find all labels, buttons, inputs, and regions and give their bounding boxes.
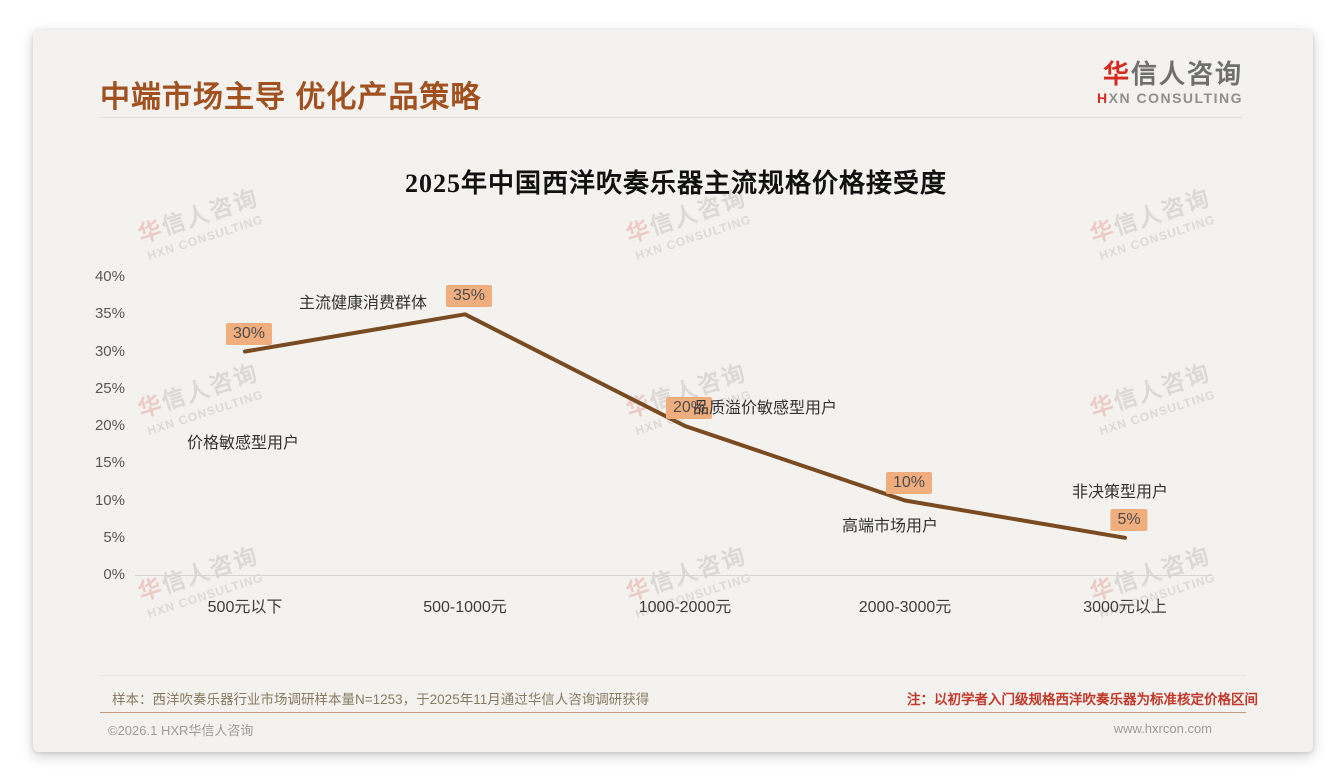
copyright-text: ©2026.1 HXR华信人咨询 [108,723,254,738]
y-tick-label: 40% [94,268,125,285]
chart-annotation: 非决策型用户 [1071,484,1169,501]
chart-annotation: 品质溢价敏感型用户 [692,400,838,417]
logo-english-text: HXN CONSULTING [1097,89,1243,106]
y-tick-label: 30% [94,342,125,360]
y-tick-label: 0% [103,566,125,583]
price-basis-note: 注：以初学者入门级规格西洋吹奏乐器为标准核定价格区间 [907,692,1258,707]
logo-en-rest: XN CONSULTING [1108,89,1243,106]
y-tick-label: 5% [103,528,125,546]
x-category-label: 2000-3000元 [858,599,952,616]
x-category-label: 1000-2000元 [638,599,732,616]
chart-annotation: 主流健康消费群体 [298,295,428,312]
slide-card [33,30,1313,752]
footer-divider [100,712,1246,713]
company-logo: 华信人咨询 HXN CONSULTING [1097,60,1243,106]
y-tick-label: 10% [94,491,125,509]
chart-title: 2025年中国西洋吹奏乐器主流规格价格接受度 [404,169,947,198]
data-label-badge: 30% [225,322,273,345]
website-url: www.hxrcon.com [1113,721,1212,736]
header-divider [100,117,1242,118]
x-category-label: 500-1000元 [423,599,507,616]
chart-annotation: 高端市场用户 [841,518,939,535]
logo-en-accent-char: H [1097,89,1109,106]
logo-chinese-text: 华信人咨询 [1097,60,1243,89]
x-category-label: 3000元以上 [1083,599,1167,616]
data-label-badge: 5% [1110,508,1148,531]
y-tick-label: 20% [94,417,125,434]
data-label-badge: 20% [665,397,713,419]
y-tick-label: 35% [94,305,125,323]
x-axis-line [135,575,1213,576]
logo-cn-rest: 信人咨询 [1130,59,1243,89]
y-tick-label: 25% [94,379,125,397]
chart-annotation: 价格敏感型用户 [186,435,300,452]
slide-title: 中端市场主导 优化产品策略 [100,81,482,114]
data-label-badge: 35% [445,285,493,308]
y-tick-label: 15% [94,454,125,472]
logo-accent-char: 华 [1102,59,1131,89]
data-label-badge: 10% [885,471,933,494]
sample-note: 样本：西洋吹奏乐器行业市场调研样本量N=1253，于2025年11月通过华信人咨… [112,692,650,707]
x-category-label: 500元以下 [207,599,283,616]
footer-top-divider [100,675,1246,676]
